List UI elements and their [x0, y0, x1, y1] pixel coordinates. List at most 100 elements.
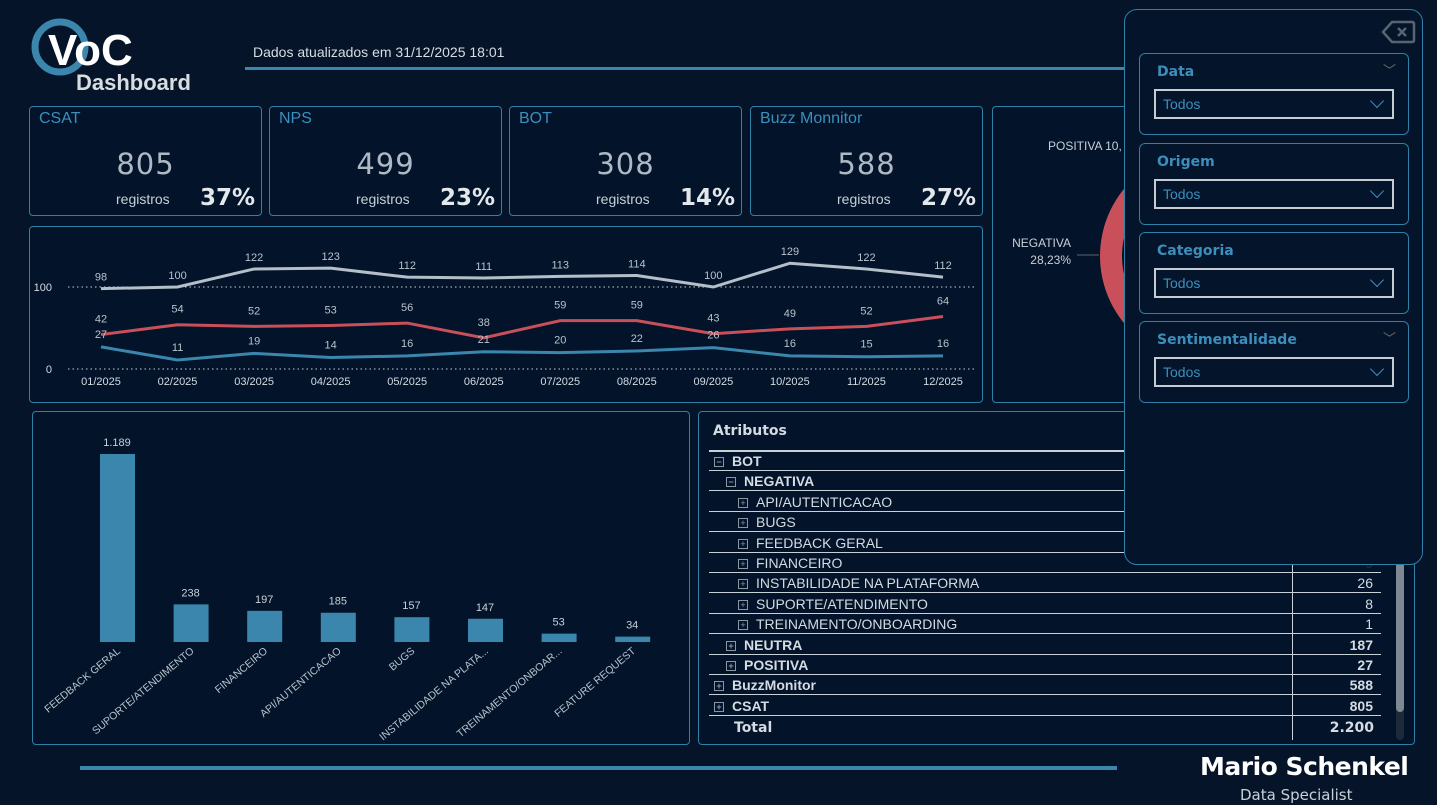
- series-line-blue: [100, 345, 944, 362]
- table-row[interactable]: + NEUTRA 187: [709, 635, 1381, 655]
- data-label: 64: [937, 296, 949, 308]
- x-tick-label: 06/2025: [464, 376, 504, 388]
- data-label: 98: [95, 272, 107, 284]
- data-label: 16: [784, 338, 796, 350]
- row-label: + NEUTRA: [726, 637, 802, 653]
- kpi-title: NPS: [279, 110, 312, 127]
- bar: [468, 618, 503, 642]
- x-tick-label: 12/2025: [923, 376, 963, 388]
- bar-value-label: 147: [476, 602, 494, 614]
- total-label: Total: [734, 720, 773, 736]
- kpi-card-bot: BOT 308 registros 14%: [509, 106, 742, 216]
- chevron-down-icon: [1369, 272, 1385, 288]
- data-label: 112: [398, 260, 416, 272]
- row-label: + BuzzMonitor: [714, 677, 816, 693]
- filter-categoria-dropdown[interactable]: Todos: [1154, 268, 1394, 298]
- filter-origem: Origem Todos: [1139, 143, 1409, 225]
- y-tick-label: 0: [46, 364, 52, 376]
- table-row[interactable]: + INSTABILIDADE NA PLATAFORMA 26: [709, 573, 1381, 594]
- column-divider: [1292, 450, 1293, 740]
- data-label: 114: [628, 259, 646, 271]
- expand-icon[interactable]: +: [714, 681, 724, 692]
- kpi-value: 308: [596, 147, 655, 181]
- slice-label-negativa-pct: 28,23%: [1030, 253, 1071, 267]
- row-label: − NEGATIVA: [726, 473, 814, 489]
- kpi-value: 588: [837, 147, 896, 181]
- collapse-icon[interactable]: −: [726, 477, 736, 488]
- expand-icon[interactable]: +: [738, 579, 748, 590]
- table-row[interactable]: + SUPORTE/ATENDIMENTO 8: [709, 594, 1381, 614]
- filter-title: Sentimentalidade: [1157, 332, 1297, 348]
- filter-data-dropdown[interactable]: Todos: [1154, 89, 1394, 119]
- data-label: 54: [171, 304, 183, 316]
- filter-sentimentalidade: Sentimentalidade ﹀ Todos: [1139, 321, 1409, 403]
- data-label: 100: [704, 270, 722, 282]
- bar: [394, 617, 430, 642]
- filter-categoria: Categoria Todos: [1139, 232, 1409, 314]
- y-tick-label: 100: [34, 282, 52, 294]
- x-tick-label: 03/2025: [234, 376, 274, 388]
- x-tick-label: 10/2025: [770, 376, 810, 388]
- table-row[interactable]: + CSAT 805: [709, 696, 1381, 716]
- x-category-label: FINANCEIRO: [213, 645, 270, 696]
- x-category-label: FEATURE REQUEST: [552, 645, 638, 720]
- expand-icon[interactable]: +: [738, 518, 748, 529]
- x-category-label: API/AUTENTICACAO: [258, 645, 344, 720]
- expand-icon[interactable]: +: [738, 559, 748, 569]
- table-row[interactable]: + BuzzMonitor 588: [709, 675, 1381, 696]
- expand-icon[interactable]: +: [738, 620, 748, 631]
- filter-origem-dropdown[interactable]: Todos: [1154, 179, 1394, 209]
- x-tick-label: 09/2025: [693, 376, 733, 388]
- bar-value-label: 53: [552, 617, 564, 629]
- row-value: 805: [1349, 697, 1373, 714]
- row-label: + SUPORTE/ATENDIMENTO: [738, 596, 928, 612]
- row-value: 26: [1357, 575, 1373, 592]
- chevron-down-icon[interactable]: ﹀: [1382, 332, 1396, 347]
- scrollbar-track[interactable]: [1396, 422, 1404, 740]
- kpi-title: BOT: [519, 110, 552, 127]
- filter-title: Origem: [1157, 154, 1215, 170]
- slice-label-positiva: POSITIVA 10,: [1048, 139, 1122, 153]
- bar: [615, 636, 651, 642]
- filter-title: Data: [1157, 64, 1195, 80]
- filter-data: Data ﹀ Todos: [1139, 53, 1409, 135]
- collapse-icon[interactable]: −: [714, 457, 724, 467]
- table-row[interactable]: + POSITIVA 27: [709, 655, 1381, 675]
- kpi-value: 805: [116, 147, 175, 181]
- expand-icon[interactable]: +: [726, 640, 736, 651]
- bar-value-label: 185: [329, 596, 347, 608]
- kpi-card-buzz-monitor: Buzz Monnitor 588 registros 27%: [750, 106, 983, 216]
- kpi-percent: 37%: [199, 185, 255, 211]
- data-label: 56: [401, 302, 413, 314]
- x-tick-label: 11/2025: [847, 376, 886, 388]
- data-label: 59: [631, 300, 643, 312]
- filter-sentimentalidade-dropdown[interactable]: Todos: [1154, 357, 1394, 387]
- scrollbar-thumb[interactable]: [1396, 422, 1404, 712]
- row-label: + FINANCEIRO: [738, 555, 842, 571]
- column-header-atributos[interactable]: Atributos: [713, 423, 787, 439]
- row-label: + CSAT: [714, 698, 769, 714]
- expand-icon[interactable]: +: [726, 661, 736, 671]
- expand-icon[interactable]: +: [738, 538, 748, 549]
- chevron-down-icon: [1369, 183, 1385, 199]
- series-line-red: [100, 315, 944, 340]
- x-tick-label: 01/2025: [81, 376, 121, 388]
- chevron-down-icon[interactable]: ﹀: [1382, 64, 1396, 79]
- table-row[interactable]: + TREINAMENTO/ONBOARDING 1: [709, 614, 1381, 635]
- data-label: 14: [325, 340, 337, 352]
- kpi-unit: registros: [837, 191, 891, 207]
- slice-label-negativa: NEGATIVA: [1012, 236, 1071, 250]
- row-label: − BOT: [714, 453, 762, 469]
- chevron-down-icon: [1369, 361, 1385, 377]
- bar: [247, 610, 283, 642]
- expand-icon[interactable]: +: [714, 701, 724, 712]
- data-label: 53: [325, 305, 337, 317]
- expand-icon[interactable]: +: [738, 599, 748, 610]
- row-label: + TREINAMENTO/ONBOARDING: [738, 616, 957, 632]
- data-label: 20: [554, 335, 566, 347]
- row-label: + POSITIVA: [726, 657, 808, 673]
- row-label: + FEEDBACK GERAL: [738, 535, 883, 551]
- expand-icon[interactable]: +: [738, 497, 748, 508]
- kpi-card-csat: CSAT 805 registros 37%: [29, 106, 262, 216]
- clear-filters-icon[interactable]: [1380, 18, 1416, 50]
